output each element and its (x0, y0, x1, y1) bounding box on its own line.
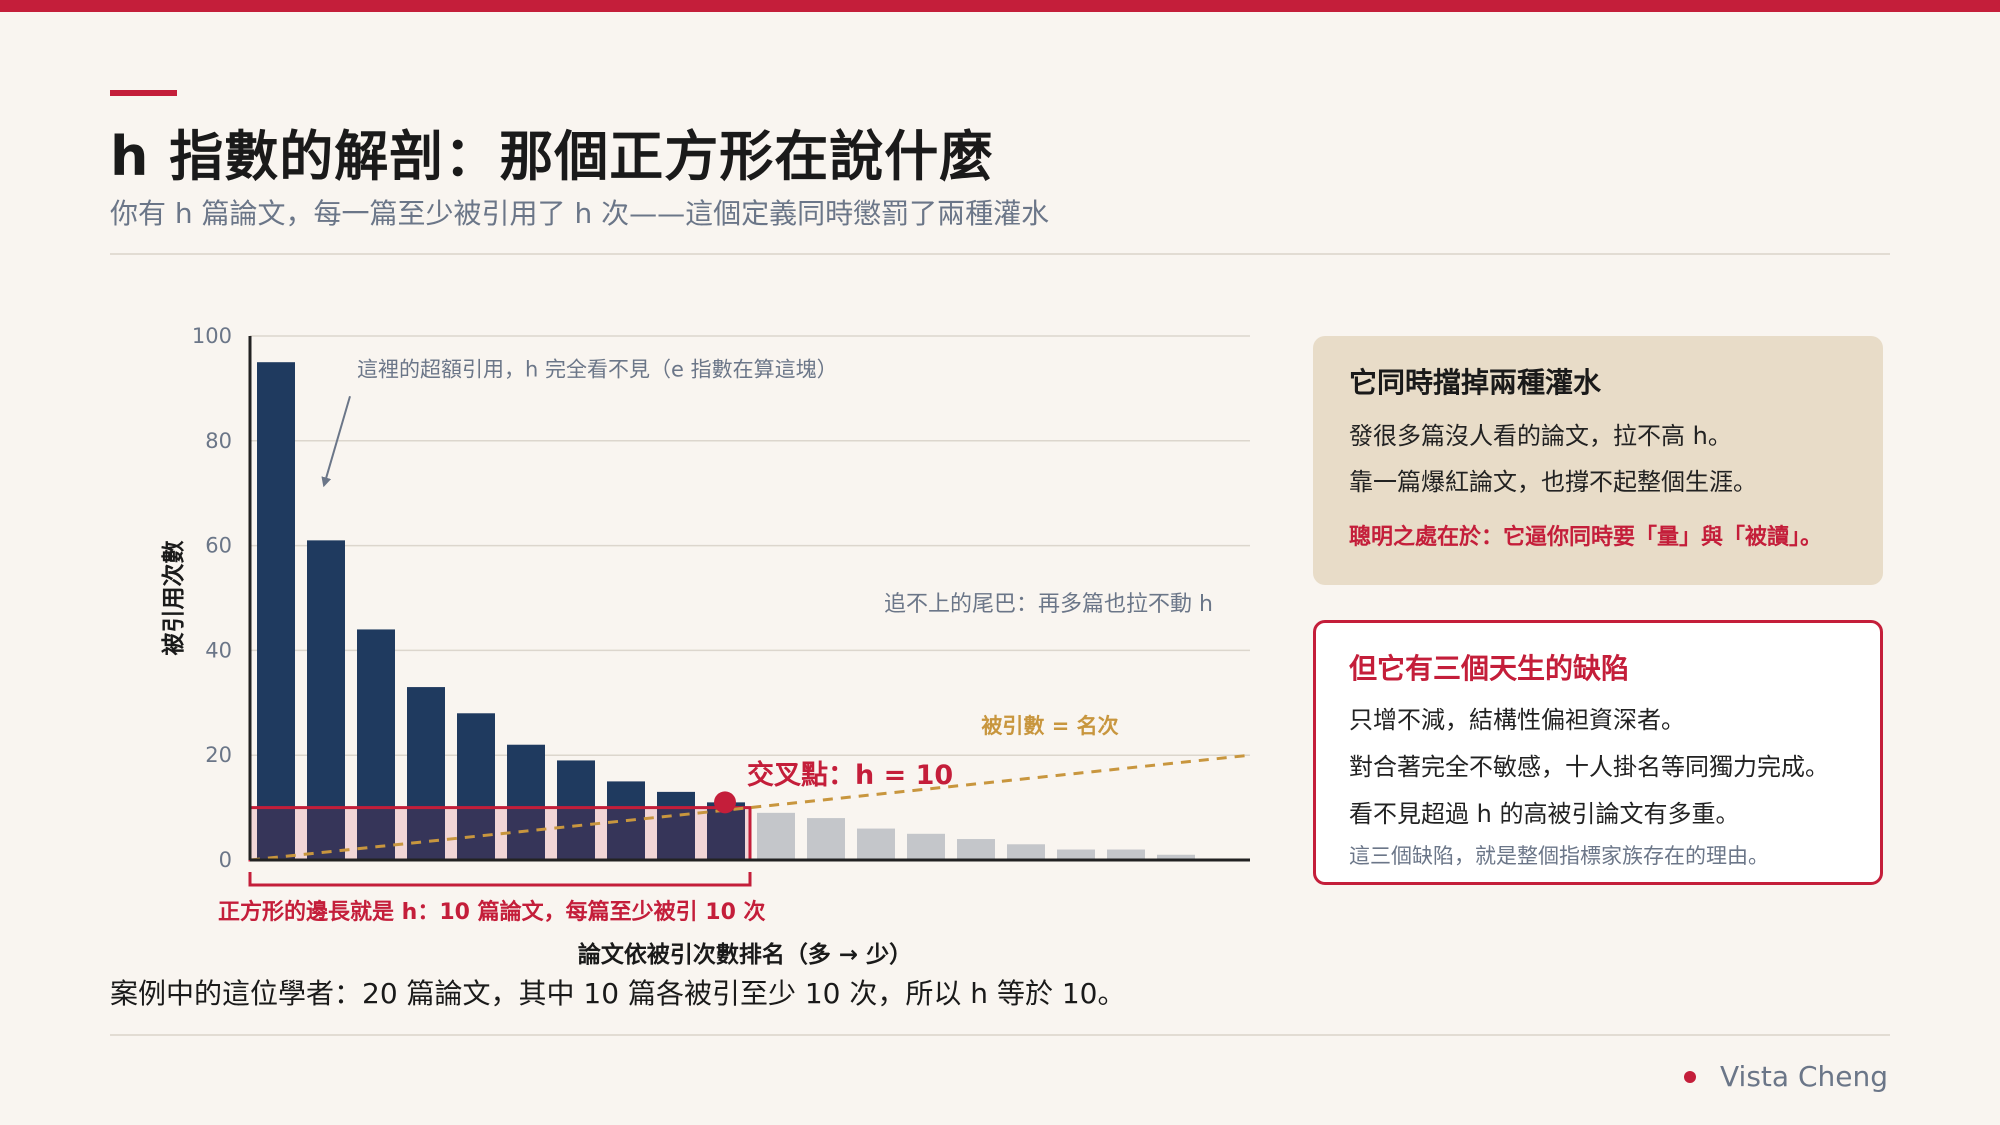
y-axis-label: 被引用次數 (160, 541, 187, 656)
gridlines (250, 335, 1250, 756)
strength-line: 靠一篇爆紅論文，也撐不起整個生涯。 (1349, 468, 1757, 496)
y-tick-label: 40 (205, 638, 232, 662)
bar-tail (1107, 849, 1145, 860)
bar-tail (1157, 854, 1195, 860)
reference-line-label: 被引數 = 名次 (981, 714, 1118, 738)
page-title: h 指數的解剖：那個正方形在說什麼 (110, 125, 995, 188)
bar-tail (1007, 844, 1045, 860)
y-tick-label: 0 (219, 848, 232, 872)
tail-annotation: 追不上的尾巴：再多篇也拉不動 h (884, 592, 1213, 617)
bar-tail (907, 833, 945, 860)
flaw-line: 只增不減，結構性偏袒資深者。 (1349, 706, 1685, 734)
footer-dot (1684, 1070, 1696, 1083)
bar-core (357, 629, 395, 860)
y-tick-labels: 0 20 40 60 80 100 (192, 324, 232, 872)
author-name: Vista Cheng (1720, 1060, 1888, 1093)
footer: Vista Cheng (1684, 1060, 1888, 1093)
page-subtitle: 你有 h 篇論文，每一篇至少被引用了 h 次——這個定義同時懲罰了兩種灌水 (110, 197, 1050, 230)
excess-arrow (321, 395, 351, 488)
reference-line (249, 753, 1251, 862)
crossing-point (714, 791, 736, 814)
strengths-emphasis: 聰明之處在於：它逼你同時要「量」與「被讀」。 (1349, 525, 1823, 550)
y-tick-label: 20 (205, 743, 232, 767)
y-tick-label: 100 (192, 324, 232, 348)
bar-tail (857, 828, 895, 860)
flaws-title: 但它有三個天生的缺陷 (1349, 652, 1630, 685)
bar-core (557, 760, 595, 860)
footer-divider (110, 1034, 1890, 1036)
flaws-note: 這三個缺陷，就是整個指標家族存在的理由。 (1349, 844, 1769, 868)
bar-core (407, 687, 445, 860)
strengths-card: 它同時擋掉兩種灌水 發很多篇沒人看的論文，拉不高 h。 靠一篇爆紅論文，也撐不起… (1313, 336, 1883, 585)
title-accent-line (110, 90, 177, 96)
bar-core (507, 744, 545, 860)
bar-core (257, 362, 295, 860)
bar-tail (757, 812, 795, 860)
bar-tail (957, 839, 995, 860)
strengths-title: 它同時擋掉兩種灌水 (1349, 366, 1602, 399)
y-tick-label: 60 (205, 534, 232, 558)
flaw-line: 看不見超過 h 的高被引論文有多重。 (1349, 800, 1740, 828)
bar-tail (807, 818, 845, 860)
x-axis-label: 論文依被引次數排名（多 → 少） (578, 941, 912, 968)
case-caption: 案例中的這位學者：20 篇論文，其中 10 篇各被引至少 10 次，所以 h 等… (110, 977, 1126, 1010)
top-accent-bar (0, 0, 2000, 12)
square-annotation: 正方形的邊長就是 h：10 篇論文，每篇至少被引 10 次 (218, 899, 766, 925)
square-bracket (248, 872, 752, 887)
flaw-line: 對合著完全不敏感，十人掛名等同獨力完成。 (1349, 753, 1829, 781)
crossing-label: 交叉點：h = 10 (747, 759, 953, 791)
bar-core (657, 791, 695, 860)
bar-tail (1057, 849, 1095, 860)
header-divider (110, 253, 1890, 255)
y-tick-label: 80 (205, 429, 232, 453)
flaws-card: 但它有三個天生的缺陷 只增不減，結構性偏袒資深者。 對合著完全不敏感，十人掛名等… (1313, 620, 1883, 885)
strength-line: 發很多篇沒人看的論文，拉不高 h。 (1349, 422, 1732, 450)
excess-annotation: 這裡的超額引用，h 完全看不見（e 指數在算這塊） (357, 357, 838, 381)
